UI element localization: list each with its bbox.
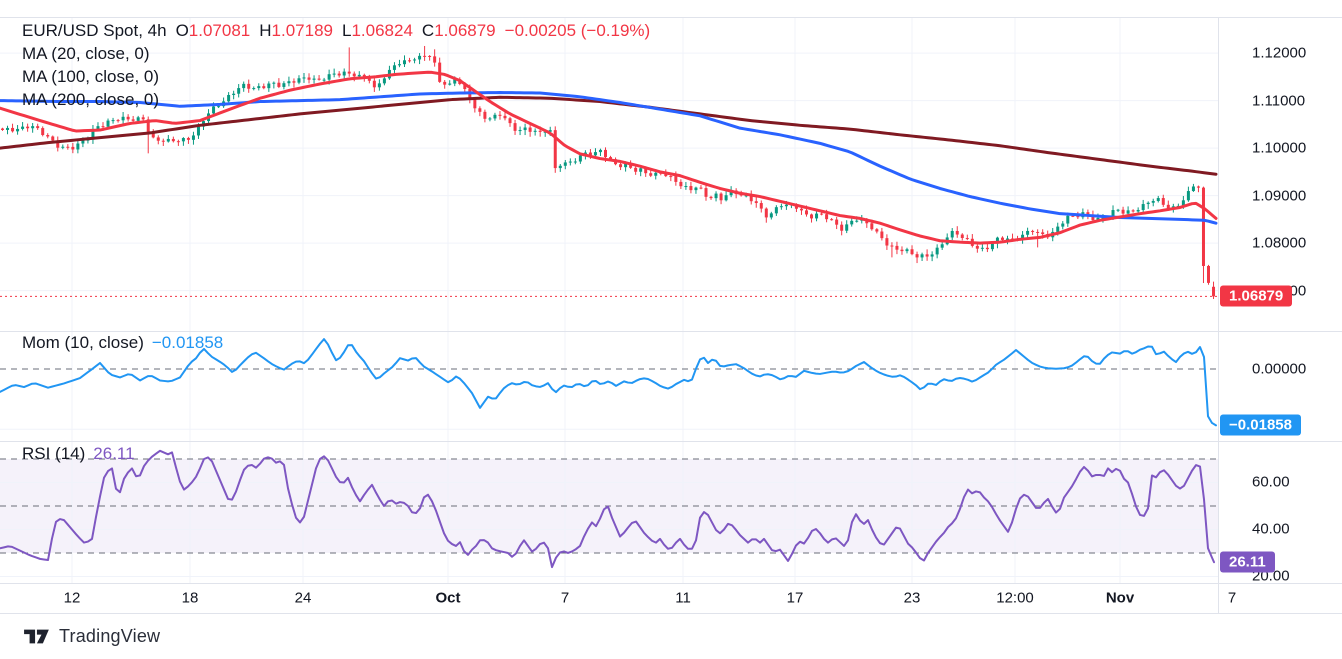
ohlc-close-value: 1.06879 bbox=[434, 21, 496, 40]
momentum-line bbox=[0, 338, 1217, 427]
price-tick: 1.08000 bbox=[1252, 234, 1307, 252]
rsi-label: RSI (14) bbox=[22, 444, 86, 463]
rsi-value: 26.11 bbox=[93, 444, 135, 463]
time-label: Nov bbox=[1105, 589, 1135, 607]
price-tick: 1.10000 bbox=[1252, 139, 1307, 157]
rsi-legend[interactable]: RSI (14) 26.11 bbox=[22, 444, 135, 464]
symbol-title: EUR/USD Spot, 4h bbox=[22, 21, 167, 40]
ohlc-open-value: 1.07081 bbox=[188, 21, 251, 40]
momentum-tick: 0.00000 bbox=[1252, 360, 1307, 378]
ma200-legend[interactable]: MA (200, close, 0) bbox=[22, 90, 160, 109]
time-label: 12 bbox=[63, 589, 81, 607]
momentum-badge: −0.01858 bbox=[1220, 414, 1301, 436]
chart-canvas[interactable] bbox=[0, 0, 1218, 613]
pane-separator-mom[interactable] bbox=[0, 331, 1342, 332]
price-tick: 1.11000 bbox=[1252, 92, 1306, 110]
ma200-line bbox=[0, 95, 1218, 176]
ohlc-high-value: 1.07189 bbox=[271, 21, 333, 40]
time-label: 7 bbox=[1227, 589, 1237, 607]
last-price-badge: 1.06879 bbox=[1220, 285, 1293, 307]
time-label: 17 bbox=[786, 589, 804, 607]
ohlc-close-label: C bbox=[421, 21, 435, 40]
ma20-legend[interactable]: MA (20, close, 0) bbox=[22, 44, 150, 63]
ohlc-high-label: H bbox=[259, 21, 272, 40]
tradingview-logo-icon bbox=[24, 629, 49, 644]
price-axis-border bbox=[1218, 17, 1219, 613]
tradingview-wordmark: TradingView bbox=[59, 625, 161, 646]
price-tick: 1.09000 bbox=[1252, 187, 1307, 205]
time-label: Oct bbox=[435, 589, 461, 607]
rsi-line bbox=[0, 449, 1215, 569]
ma100-line bbox=[0, 91, 1218, 225]
ohlc-low-label: L bbox=[341, 21, 352, 40]
rsi-badge: 26.11 bbox=[1220, 551, 1275, 573]
momentum-legend[interactable]: Mom (10, close) −0.01858 bbox=[22, 333, 223, 353]
ohlc-low-value: 1.06824 bbox=[351, 21, 413, 40]
momentum-label: Mom (10, close) bbox=[22, 333, 144, 352]
time-label: 24 bbox=[294, 589, 312, 607]
time-axis-bottom-border bbox=[0, 613, 1342, 614]
tradingview-attribution[interactable]: TradingView bbox=[22, 625, 160, 647]
change-value: −0.00205 (−0.19%) bbox=[504, 21, 651, 40]
time-label: 7 bbox=[560, 589, 570, 607]
time-label: 18 bbox=[181, 589, 199, 607]
ohlc-open-label: O bbox=[175, 21, 189, 40]
momentum-value: −0.01858 bbox=[151, 333, 224, 352]
symbol-legend[interactable]: EUR/USD Spot, 4h O1.07081 H1.07189 L1.06824… bbox=[22, 21, 650, 41]
ma20-line bbox=[0, 70, 1218, 245]
price-tick: 1.12000 bbox=[1252, 44, 1307, 62]
rsi-tick: 60.00 bbox=[1252, 473, 1290, 491]
time-axis-top-border bbox=[0, 583, 1342, 584]
chart-top-border bbox=[0, 17, 1342, 18]
time-label: 23 bbox=[903, 589, 921, 607]
pane-separator-rsi[interactable] bbox=[0, 441, 1342, 442]
rsi-tick: 40.00 bbox=[1252, 520, 1290, 538]
ma100-legend[interactable]: MA (100, close, 0) bbox=[22, 67, 160, 86]
time-label: 11 bbox=[675, 589, 691, 607]
time-label: 12:00 bbox=[996, 589, 1034, 607]
